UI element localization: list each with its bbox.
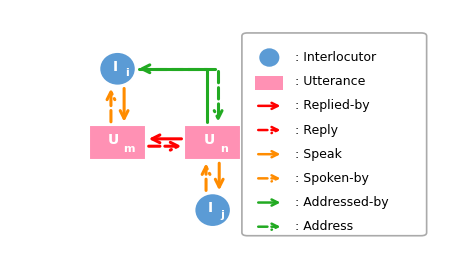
Text: i: i [125,68,128,78]
Text: : Utterance: : Utterance [295,75,365,88]
Ellipse shape [99,52,136,86]
Text: : Address: : Address [295,220,353,233]
Text: U: U [108,134,119,147]
Text: : Addressed-by: : Addressed-by [295,196,388,209]
FancyBboxPatch shape [255,76,283,90]
Text: U: U [203,134,215,147]
Ellipse shape [259,48,279,67]
Text: : Interlocutor: : Interlocutor [295,51,376,64]
Text: : Reply: : Reply [295,123,338,136]
Text: n: n [220,144,228,154]
Text: I: I [208,201,213,215]
FancyBboxPatch shape [242,33,427,236]
Text: j: j [220,210,224,220]
FancyBboxPatch shape [89,124,146,160]
Text: : Speak: : Speak [295,148,342,161]
Text: I: I [113,60,118,74]
Text: : Replied-by: : Replied-by [295,99,370,112]
Text: : Spoken-by: : Spoken-by [295,172,369,185]
Text: m: m [124,144,135,154]
FancyBboxPatch shape [184,124,241,160]
Ellipse shape [194,193,231,227]
